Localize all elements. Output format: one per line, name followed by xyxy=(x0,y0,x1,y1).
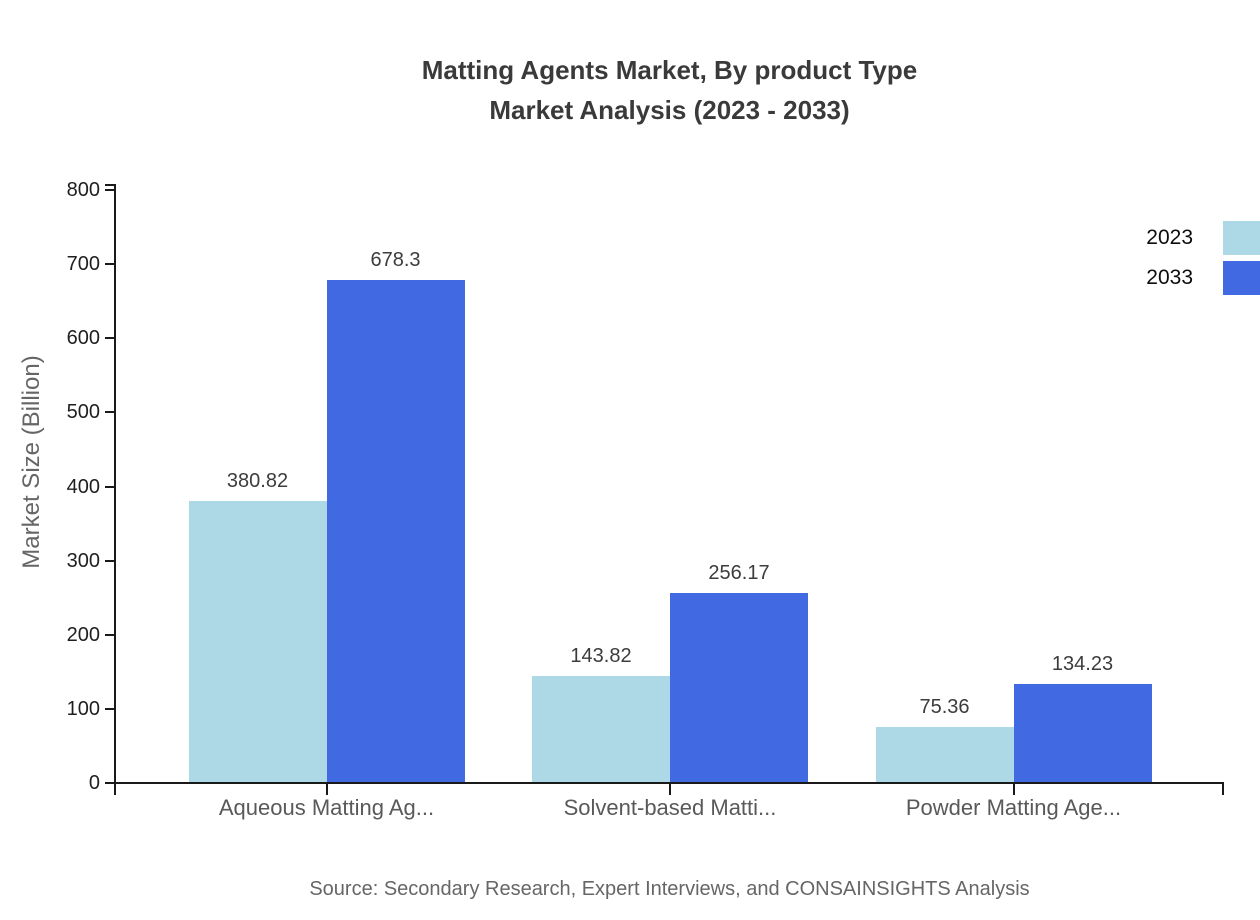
legend-swatch-2023-icon xyxy=(1223,221,1260,255)
chart-title-line1: Matting Agents Market, By product Type xyxy=(421,55,918,85)
y-axis-line xyxy=(114,185,116,795)
value-label: 143.82 xyxy=(570,645,632,668)
y-tick-mark xyxy=(105,189,115,191)
y-tick-label: 600 xyxy=(66,327,100,350)
bar-2023 xyxy=(188,500,327,782)
value-label: 678.3 xyxy=(370,249,421,272)
y-tick-label: 0 xyxy=(88,772,100,794)
y-tick-mark xyxy=(105,559,115,562)
x-category-label: Powder Matting Age... xyxy=(905,795,1122,820)
legend-item-2033: 2033 xyxy=(1146,259,1260,297)
y-axis-top-cap xyxy=(105,184,116,186)
bar-2033 xyxy=(670,593,808,782)
chart-title: Matting Agents Market, By product Type M… xyxy=(115,50,1224,130)
bar-2033 xyxy=(326,280,465,782)
y-tick-label: 700 xyxy=(66,253,100,276)
x-tick-mark xyxy=(1012,784,1015,795)
bar-2033 xyxy=(1013,683,1152,782)
y-tick-label: 300 xyxy=(66,549,100,572)
x-axis-right-cap xyxy=(1222,782,1224,795)
y-tick-mark xyxy=(105,263,115,266)
bar-2023 xyxy=(532,676,670,782)
x-category-label: Aqueous Matting Ag... xyxy=(218,795,435,820)
legend-swatch-2033-icon xyxy=(1223,261,1260,295)
y-tick-label: 100 xyxy=(66,697,100,720)
value-label: 75.36 xyxy=(919,696,970,719)
legend-label-2023: 2023 xyxy=(1146,226,1193,249)
y-tick-mark xyxy=(105,633,115,636)
value-label: 256.17 xyxy=(708,562,770,585)
chart-title-line2: Market Analysis (2023 - 2033) xyxy=(489,95,850,125)
bar-2023 xyxy=(875,727,1014,782)
y-tick-mark xyxy=(105,411,115,414)
x-category-label: Solvent-based Matti... xyxy=(563,795,777,820)
legend-label-2033: 2033 xyxy=(1146,266,1193,289)
y-tick-mark xyxy=(105,337,115,340)
y-tick-label: 200 xyxy=(66,623,100,646)
y-tick-mark xyxy=(105,485,115,488)
value-label: 134.23 xyxy=(1051,652,1114,675)
x-tick-mark xyxy=(669,784,671,795)
y-tick-mark xyxy=(105,782,115,784)
y-tick-label: 800 xyxy=(66,179,100,201)
y-tick-mark xyxy=(105,707,115,710)
y-tick-label: 400 xyxy=(66,475,100,498)
y-tick-label: 500 xyxy=(66,401,100,424)
value-label: 380.82 xyxy=(226,469,289,492)
source-attribution: Source: Secondary Research, Expert Inter… xyxy=(309,878,1030,900)
x-axis-line xyxy=(113,782,1224,784)
legend-item-2023: 2023 xyxy=(1146,219,1260,257)
x-tick-mark xyxy=(325,784,328,795)
